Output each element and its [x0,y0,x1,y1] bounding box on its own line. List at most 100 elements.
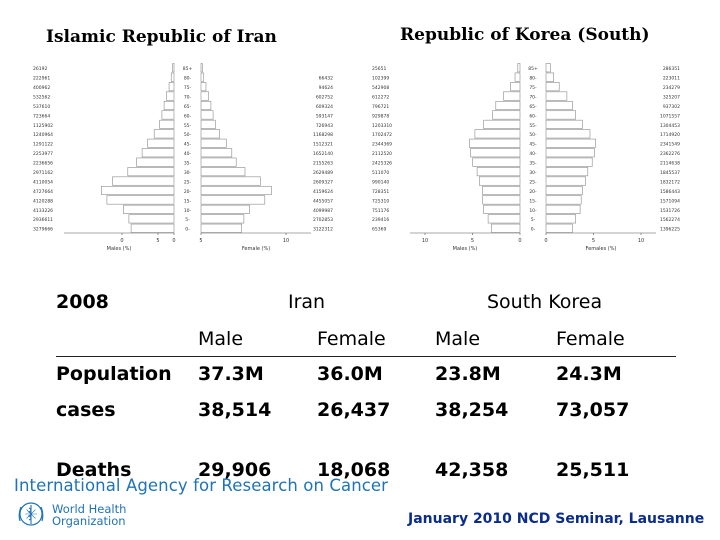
female-value-label: 1562274 [660,217,680,223]
x-tick-label: 5 [471,238,474,244]
female-bar [545,185,583,196]
male-value-label: 2936611 [33,217,53,223]
who-wordmark: World Health Organization [52,503,126,527]
female-bar [545,110,577,120]
female-bar [200,167,246,177]
cell-population-iran-female: 36.0M [317,363,383,385]
age-label: 80- [529,76,537,82]
male-value-label: 2344369 [372,142,392,148]
male-value-label: 2112520 [372,151,392,157]
female-value-label: 2114638 [660,161,680,167]
male-bar [517,63,521,73]
male-bar [483,204,521,214]
male-value-label: 990140 [372,179,389,185]
male-value-label: 537610 [33,104,50,110]
age-label: 50- [184,132,192,138]
male-value-label: 3279666 [33,227,53,233]
female-value-label: 2155263 [313,161,333,167]
age-label: 25- [184,179,192,185]
male-bar [130,223,175,233]
who-emblem-icon [18,502,44,526]
female-value-label: 2362276 [660,151,680,157]
age-label: 85+ [183,66,193,72]
female-value-label: 4099987 [313,208,333,214]
age-label: 35- [184,161,192,167]
cell-deaths-korea-male: 42,358 [435,459,509,481]
cell-deaths-iran-female: 18,068 [317,459,391,481]
who-line-1: World Health [52,502,127,516]
cell-population-korea-male: 23.8M [435,363,501,385]
male-bar [172,63,175,73]
age-label: 70- [529,94,537,100]
age-label: 65- [184,104,192,110]
footer-caption: January 2010 NCD Seminar, Lausanne [408,511,705,527]
female-bar [545,204,581,214]
table-header-rule [56,356,676,357]
female-bar [545,138,596,148]
male-bar [112,176,175,186]
female-axis-title: Females (%) [586,246,617,252]
male-bar [479,176,521,186]
age-label: 5- [531,217,536,223]
female-value-label: 2609327 [313,179,333,185]
age-label: 30- [529,170,537,176]
female-value-label: 4455057 [313,198,333,204]
table-year: 2008 [56,291,109,313]
female-bar [200,72,205,82]
age-label: 40- [184,151,192,157]
male-bar [153,129,175,139]
male-value-label: 612272 [372,94,389,100]
male-bar [482,185,521,196]
male-value-label: 400962 [33,85,50,91]
age-label: 60- [184,113,192,119]
male-value-label: 929878 [372,113,389,119]
age-label: 75- [529,85,537,91]
row-label-cases: cases [56,399,116,421]
female-value-label: 726943 [316,123,333,129]
male-value-label: 725310 [372,198,389,204]
male-bar [168,82,175,92]
female-bar [200,204,250,214]
male-bar [491,223,521,233]
female-bar [200,119,216,129]
female-value-label: 602752 [316,94,333,100]
iran-population-pyramid: 0- 3279666 3122312 5- 2936611 2702853 10- 41332… [33,63,333,252]
male-bar [136,157,175,167]
age-label: 45- [529,142,537,148]
male-bar [170,72,175,82]
table-country-korea: South Korea [487,291,603,313]
cell-cases-korea-female: 73,057 [556,399,630,421]
male-bar [123,204,175,214]
female-bar [545,167,589,177]
age-label: 30- [184,170,192,176]
female-bar [200,223,243,233]
female-bar [545,214,577,224]
male-bar [470,148,521,158]
female-value-label: 3122312 [313,227,333,233]
male-value-label: 102399 [372,76,389,82]
male-value-label: 728351 [372,189,389,195]
male-bar [472,157,521,167]
female-value-label: 1071557 [660,113,680,119]
age-label: 65- [529,104,537,110]
male-value-label: 25651 [372,66,386,72]
male-value-label: 1240964 [33,132,53,138]
male-value-label: 2971162 [33,170,53,176]
female-bar [200,195,266,205]
x-tick-label: 10 [638,238,644,244]
female-value-label: 1396225 [660,227,680,233]
female-value-label: 223011 [663,76,680,82]
x-tick-label: 10 [283,238,289,244]
male-value-label: 723664 [33,113,50,119]
subheader-iran-male: Male [198,328,244,350]
male-value-label: 2425326 [372,161,392,167]
male-value-label: 1203310 [372,123,392,129]
female-value-label: 1168298 [313,132,333,138]
cell-population-korea-female: 24.3M [556,363,622,385]
female-bar [545,100,573,111]
male-axis-title: Males (%) [453,246,478,252]
male-value-label: 1291122 [33,142,53,148]
female-value-label: 66432 [319,76,333,82]
age-label: 35- [529,161,537,167]
table-country-iran: Iran [288,291,326,313]
